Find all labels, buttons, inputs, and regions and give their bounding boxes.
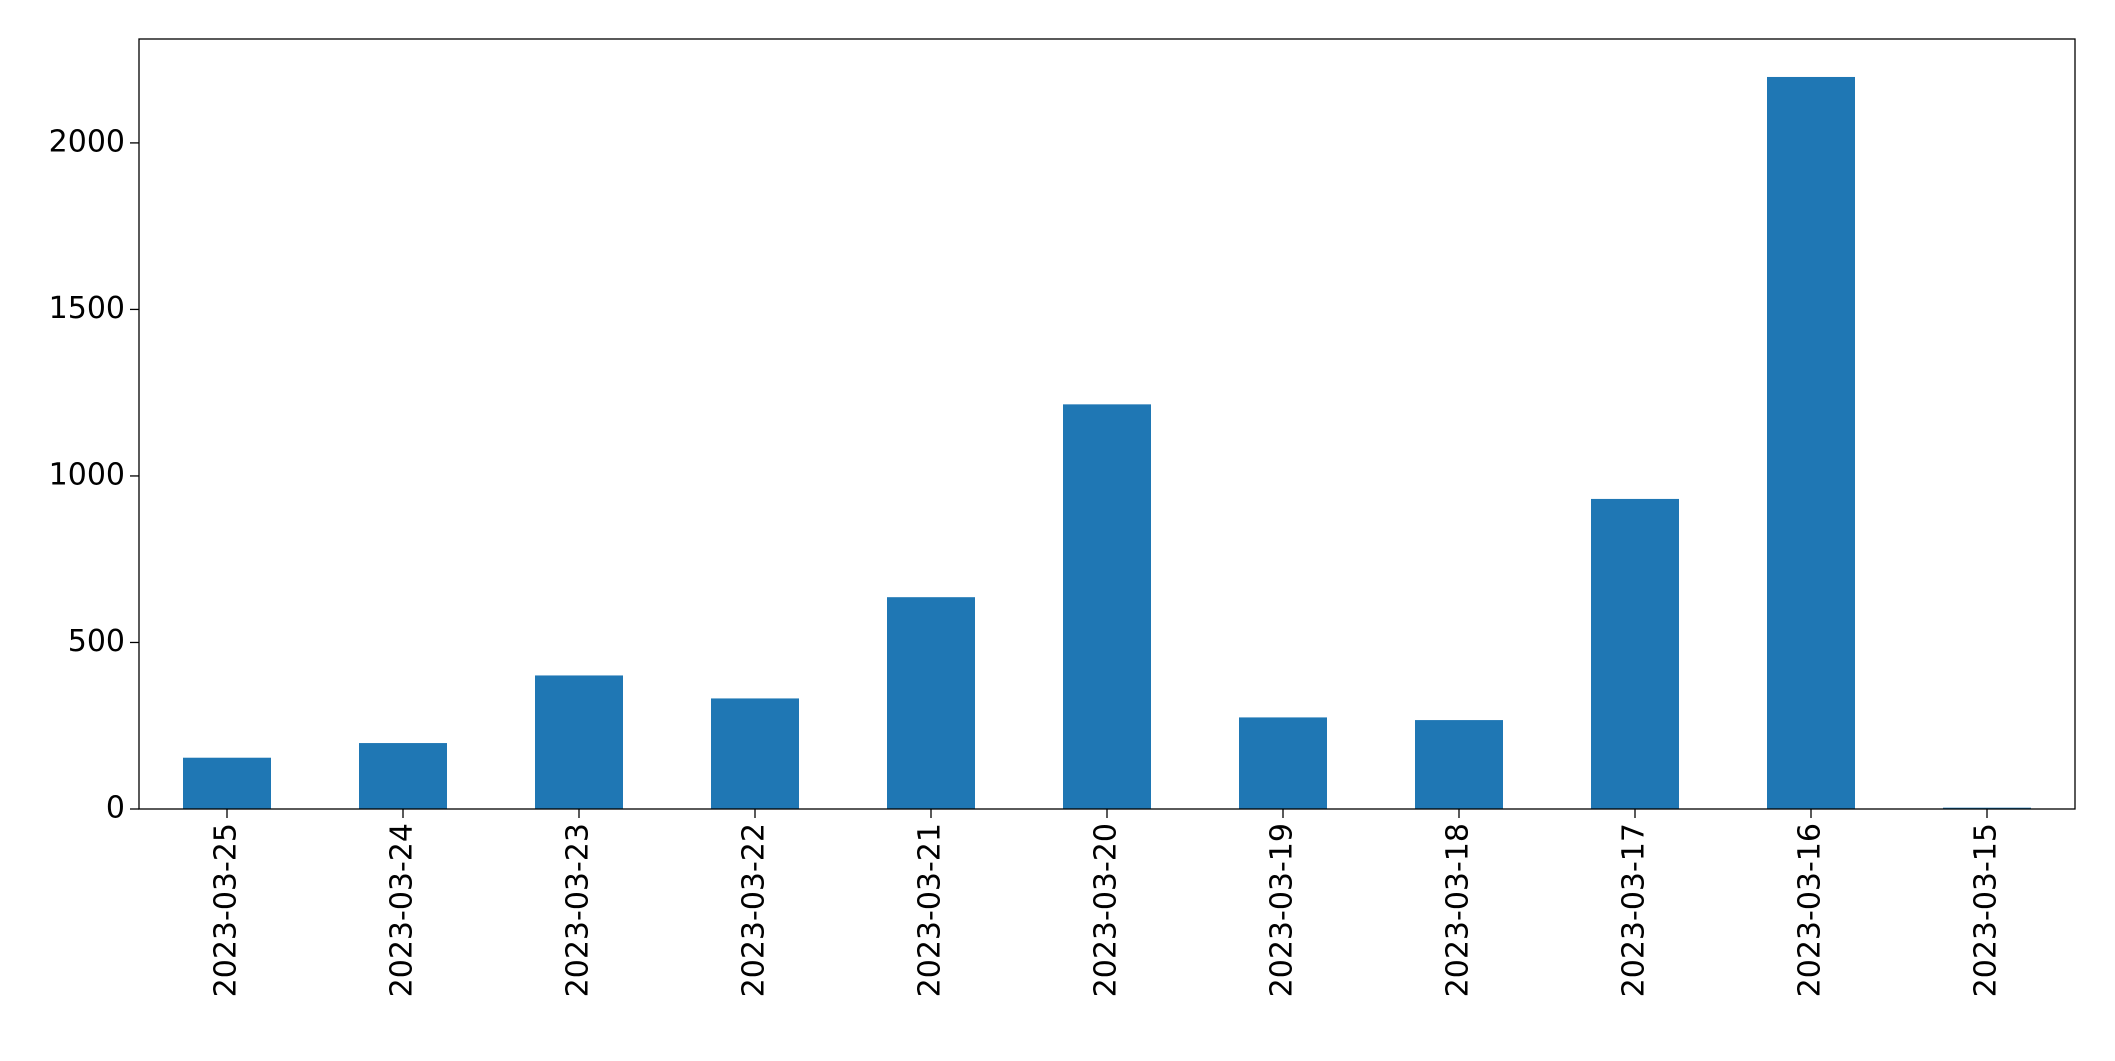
- y-tick-label: 500: [68, 624, 125, 659]
- x-tick-label: 2023-03-22: [737, 823, 772, 997]
- bar: [1239, 717, 1327, 809]
- y-tick-label: 2000: [49, 124, 125, 159]
- bar: [1063, 404, 1151, 809]
- bar: [887, 597, 975, 809]
- bar: [183, 757, 271, 809]
- bar: [711, 698, 799, 809]
- x-tick-label: 2023-03-25: [209, 823, 244, 997]
- bar: [1943, 807, 2031, 809]
- x-tick-label: 2023-03-21: [913, 823, 948, 997]
- y-tick-label: 1500: [49, 291, 125, 326]
- x-tick-label: 2023-03-19: [1265, 823, 1300, 997]
- bar: [1591, 498, 1679, 809]
- x-tick-label: 2023-03-24: [385, 823, 420, 997]
- x-tick-label: 2023-03-16: [1793, 823, 1828, 997]
- bar: [1767, 76, 1855, 810]
- plot-frame: [138, 38, 2076, 810]
- y-tick-label: 0: [106, 791, 125, 826]
- bar: [359, 743, 447, 809]
- bar: [535, 675, 623, 809]
- bar: [1415, 720, 1503, 809]
- y-tick-label: 1000: [49, 457, 125, 492]
- x-tick-label: 2023-03-23: [561, 823, 596, 997]
- x-tick-label: 2023-03-18: [1441, 823, 1476, 997]
- x-tick-label: 2023-03-15: [1969, 823, 2004, 997]
- x-tick-label: 2023-03-20: [1089, 823, 1124, 997]
- x-tick-label: 2023-03-17: [1617, 823, 1652, 997]
